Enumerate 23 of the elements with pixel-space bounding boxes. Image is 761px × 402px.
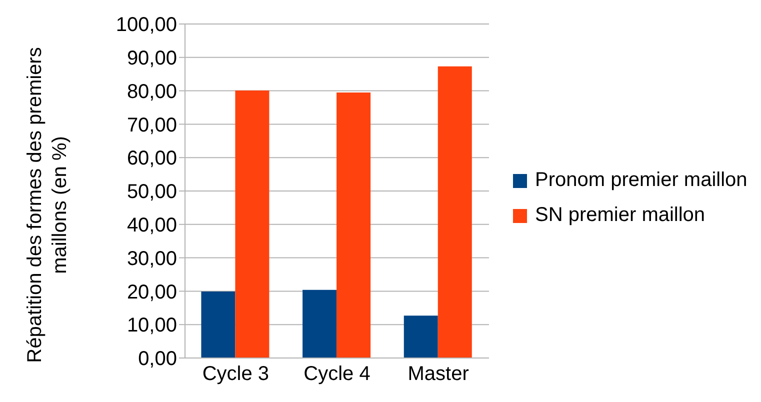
bar xyxy=(336,92,371,358)
x-tick-label: Master xyxy=(408,363,470,386)
y-tick-label: 10,00 xyxy=(126,314,177,337)
y-tick-label: 100,00 xyxy=(116,14,177,36)
x-tick-label: Cycle 4 xyxy=(304,363,370,386)
y-tick-label: 50,00 xyxy=(126,181,177,204)
y-tick-label: 0,00 xyxy=(138,348,177,370)
y-tick-label: 40,00 xyxy=(126,214,177,236)
y-axis-title: Répatition des formes des premiers maillons (en %) xyxy=(23,46,72,365)
legend-label: Pronom premier maillon xyxy=(535,168,748,193)
bar xyxy=(438,66,472,358)
y-tick-label: 90,00 xyxy=(126,48,177,70)
x-tick-label: Cycle 3 xyxy=(202,363,270,386)
legend-label: SN premier maillon xyxy=(535,203,706,228)
bar xyxy=(235,90,270,358)
y-tick-label: 60,00 xyxy=(126,148,177,170)
y-tick-label: 20,00 xyxy=(126,281,177,304)
bar xyxy=(201,292,236,358)
y-tick-label: 30,00 xyxy=(126,248,177,270)
bar xyxy=(302,290,337,358)
y-tick-label: 80,00 xyxy=(126,80,177,103)
bar xyxy=(404,316,438,358)
y-tick-label: 70,00 xyxy=(126,114,177,136)
